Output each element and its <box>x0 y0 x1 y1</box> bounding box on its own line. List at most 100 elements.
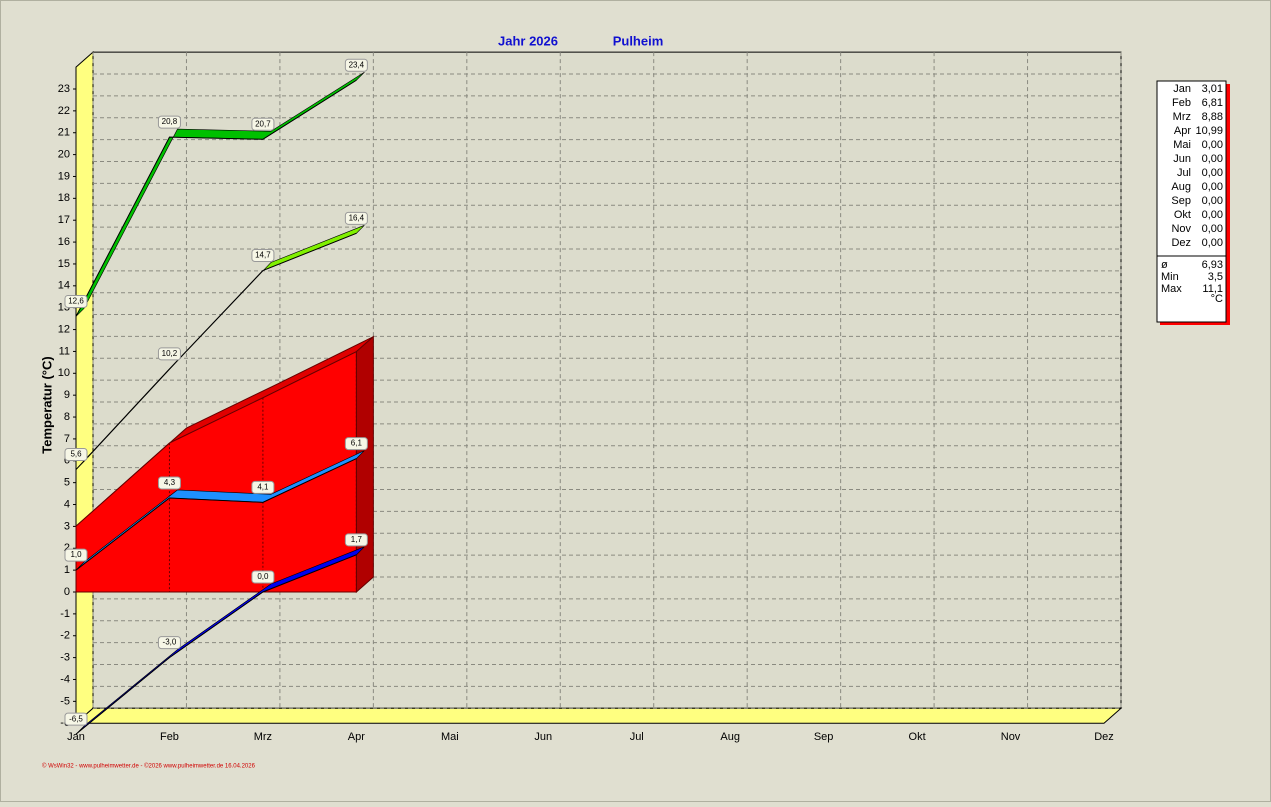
y-tick-label: 10 <box>58 367 70 379</box>
y-tick-label: -4 <box>60 673 70 685</box>
legend-month: Okt <box>1174 209 1191 221</box>
legend-table: Jan 3,01 Feb 6,81 Mrz 8,88 Apr 10,99 Mai 0,00 Jun 0… <box>1156 80 1230 325</box>
x-tick-label: Aug <box>720 731 740 743</box>
y-tick-label: 14 <box>58 280 70 292</box>
value-label-box <box>64 294 88 308</box>
value-label: 14,7 <box>255 251 271 260</box>
legend-value: 0,00 <box>1202 181 1223 193</box>
value-label-box <box>251 480 275 494</box>
legend-value: 0,00 <box>1202 237 1223 249</box>
value-label: 5,6 <box>70 450 82 459</box>
area-side <box>355 335 374 594</box>
x-tick-label: Sep <box>814 731 834 743</box>
value-label-box <box>344 58 368 72</box>
value-label-box <box>157 476 181 490</box>
y-tick-label: 8 <box>64 411 70 423</box>
y-tick-label: 20 <box>58 149 70 161</box>
value-label: 10,2 <box>162 349 178 358</box>
value-label: 16,4 <box>349 213 365 222</box>
value-label: 12,6 <box>68 297 84 306</box>
x-tick-label: Apr <box>348 731 365 743</box>
y-tick-label: 9 <box>64 389 70 401</box>
value-label: 20,8 <box>162 117 178 126</box>
value-label: 23,4 <box>349 60 365 69</box>
value-label-box <box>251 117 275 131</box>
legend-summary-value: 6,93 <box>1202 259 1223 271</box>
legend-unit: °C <box>1211 293 1223 305</box>
value-label: 6,1 <box>351 439 363 448</box>
legend-value: 10,99 <box>1195 125 1223 137</box>
x-tick-label: Mai <box>441 731 459 743</box>
y-tick-label: 2 <box>64 542 70 554</box>
y-tick-label: 11 <box>59 345 70 357</box>
chart-title: Jahr 2026 <box>498 33 558 48</box>
y-tick-label: 19 <box>58 170 70 182</box>
value-label: 0,0 <box>257 572 269 581</box>
x-tick-label: Jul <box>630 731 644 743</box>
legend-month: Jul <box>1177 167 1191 179</box>
y-tick-label: 16 <box>58 236 70 248</box>
value-label: -3,0 <box>163 638 177 647</box>
value-label-box <box>251 249 275 263</box>
y-tick-label: -3 <box>60 652 70 664</box>
legend-summary-value: 11,1 <box>1202 283 1223 295</box>
legend-value: 8,88 <box>1202 111 1223 123</box>
x-tick-label: Dez <box>1094 731 1114 743</box>
legend-value: 6,81 <box>1202 97 1223 109</box>
legend-month: Jun <box>1173 153 1191 165</box>
legend-summary-label: ø <box>1161 259 1168 271</box>
legend-summary-label: Min <box>1161 271 1179 283</box>
legend-summary-value: 3,5 <box>1208 271 1223 283</box>
y-tick-label: 7 <box>64 433 70 445</box>
legend-month: Mrz <box>1173 111 1191 123</box>
value-label-box <box>64 548 88 562</box>
y-tick-label: 18 <box>58 192 70 204</box>
legend-month: Dez <box>1171 237 1191 249</box>
x-tick-label: Feb <box>160 731 179 743</box>
y-tick-label: 17 <box>58 214 70 226</box>
legend-month: Jan <box>1173 83 1191 95</box>
footer: © WsWin32 - www.pulheimwetter.de - ©2026… <box>42 763 256 770</box>
y-tick-label: -1 <box>60 608 70 620</box>
x-tick-label: Okt <box>909 731 926 743</box>
value-label: -6,5 <box>69 714 83 723</box>
legend-value: 0,00 <box>1202 209 1223 221</box>
y-tick-label: 21 <box>58 127 70 139</box>
value-label-box <box>344 533 368 547</box>
y-tick-label: 5 <box>64 477 70 489</box>
legend-summary-label: Max <box>1161 283 1182 295</box>
legend-value: 0,00 <box>1202 153 1223 165</box>
x-tick-label: Nov <box>1001 731 1021 743</box>
value-label-box <box>251 570 275 584</box>
y-tick-label: -5 <box>60 695 70 707</box>
legend-value: 0,00 <box>1202 139 1223 151</box>
value-label: 4,3 <box>164 478 176 487</box>
chart-subtitle: Pulheim <box>613 33 664 48</box>
y-tick-label: 12 <box>58 323 70 335</box>
value-label-box <box>344 211 368 225</box>
value-label-box <box>157 347 181 361</box>
left-wall <box>75 51 94 725</box>
value-label-box <box>64 712 88 726</box>
y-tick-label: 0 <box>64 586 70 598</box>
y-tick-label: 15 <box>58 258 70 270</box>
legend-value: 0,00 <box>1202 223 1223 235</box>
floor <box>74 707 1123 724</box>
legend-month: Aug <box>1171 181 1191 193</box>
legend-box <box>1156 80 1227 323</box>
x-tick-label: Mrz <box>254 731 272 743</box>
y-tick-label: 23 <box>58 83 70 95</box>
legend-value: 0,00 <box>1202 167 1223 179</box>
x-tick-label: Jan <box>67 731 85 743</box>
y-axis-label: Temperatur (°C) <box>39 356 54 453</box>
value-label: 1,7 <box>351 535 363 544</box>
value-label: 4,1 <box>257 482 269 491</box>
y-tick-label: 1 <box>64 564 70 576</box>
value-label: 20,7 <box>255 119 271 128</box>
y-tick-label: 22 <box>58 105 70 117</box>
legend-month: Apr <box>1174 125 1191 137</box>
legend-month: Mai <box>1173 139 1191 151</box>
series-line <box>75 232 357 470</box>
